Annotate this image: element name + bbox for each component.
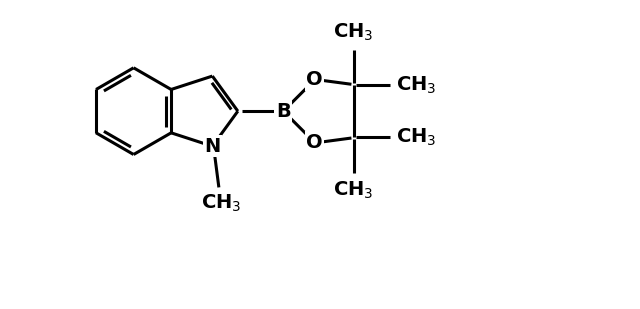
Text: CH$_3$: CH$_3$ — [396, 126, 436, 148]
Text: O: O — [307, 133, 323, 152]
Text: N: N — [204, 137, 221, 156]
Text: CH$_3$: CH$_3$ — [333, 21, 374, 43]
Text: CH$_3$: CH$_3$ — [201, 193, 241, 214]
Text: CH$_3$: CH$_3$ — [333, 180, 374, 201]
Text: O: O — [307, 70, 323, 89]
Text: B: B — [276, 102, 291, 121]
Text: CH$_3$: CH$_3$ — [396, 74, 436, 96]
